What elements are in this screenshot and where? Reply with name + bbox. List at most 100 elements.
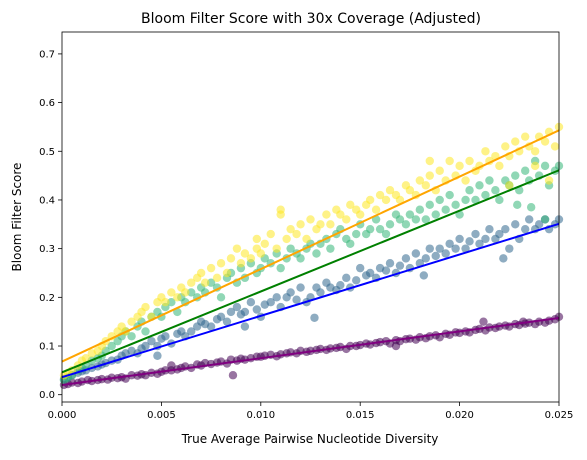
y-tick-label: 0.4	[39, 195, 55, 206]
data-point	[415, 205, 425, 214]
data-point	[352, 276, 361, 285]
data-point	[336, 210, 345, 219]
data-point	[246, 298, 256, 307]
data-point	[161, 298, 170, 307]
data-point	[421, 181, 430, 190]
data-point	[226, 254, 236, 263]
data-point	[481, 147, 490, 156]
data-point	[445, 239, 454, 248]
data-point	[451, 244, 460, 253]
data-point	[365, 224, 375, 234]
data-point	[381, 229, 391, 239]
x-axis-ticks: 0.000 0.005 0.010 0.015 0.020 0.025	[48, 402, 573, 421]
data-point	[425, 244, 434, 253]
data-point	[260, 239, 269, 248]
data-point	[326, 244, 335, 253]
data-point	[127, 317, 136, 326]
data-point	[431, 251, 440, 261]
data-point	[296, 254, 305, 263]
data-point	[501, 224, 510, 234]
data-point	[511, 220, 520, 229]
data-point	[505, 244, 514, 253]
data-point	[491, 186, 500, 195]
data-point	[540, 137, 550, 146]
data-point	[511, 171, 520, 180]
data-point	[526, 203, 536, 212]
data-point	[421, 215, 430, 224]
x-tick-label: 0.010	[246, 410, 275, 421]
data-point	[200, 278, 210, 287]
data-point	[286, 224, 295, 234]
data-point	[266, 229, 275, 239]
data-point	[385, 186, 395, 195]
data-point	[521, 132, 530, 141]
x-tick-label: 0.020	[445, 410, 474, 421]
data-point	[302, 234, 311, 244]
data-point	[276, 205, 285, 214]
data-point	[212, 273, 222, 283]
data-point	[167, 298, 176, 307]
data-point	[336, 280, 345, 290]
data-point	[455, 161, 464, 171]
data-point	[465, 186, 474, 195]
data-point	[240, 322, 250, 331]
data-point	[356, 210, 365, 219]
data-point	[276, 263, 285, 273]
data-point	[395, 195, 405, 205]
data-point	[310, 313, 319, 322]
data-point	[405, 186, 415, 195]
data-point	[286, 288, 295, 297]
data-point	[306, 215, 315, 224]
data-point	[485, 224, 494, 234]
data-point	[495, 195, 504, 205]
data-point	[141, 327, 150, 336]
data-point	[81, 353, 91, 363]
data-point	[161, 332, 170, 341]
data-point	[544, 176, 554, 185]
data-point	[425, 171, 434, 180]
data-point	[371, 205, 381, 214]
data-point	[530, 147, 540, 156]
data-point	[141, 302, 150, 312]
data-point	[316, 288, 325, 297]
y-tick-label: 0.7	[39, 49, 55, 60]
fit-line	[61, 129, 560, 363]
data-point	[465, 156, 474, 166]
data-point	[206, 322, 216, 331]
x-axis-label: True Average Pairwise Nucleotide Diversi…	[181, 432, 439, 446]
fit-line	[61, 169, 560, 374]
data-point	[511, 137, 520, 146]
data-point	[411, 249, 421, 258]
data-point	[425, 156, 434, 166]
data-point	[534, 220, 544, 229]
data-point	[206, 278, 216, 287]
data-point	[236, 259, 246, 268]
data-point	[352, 229, 361, 239]
data-point	[421, 254, 430, 263]
data-point	[405, 210, 415, 219]
data-point	[222, 268, 232, 278]
data-point	[240, 307, 250, 317]
data-point	[316, 220, 325, 229]
data-point	[431, 210, 440, 219]
data-point	[505, 181, 514, 190]
data-point	[216, 293, 226, 302]
data-point	[401, 220, 411, 229]
data-point	[391, 341, 401, 351]
data-point	[286, 244, 295, 253]
data-point	[272, 244, 281, 253]
data-point	[381, 266, 391, 275]
data-point	[365, 195, 375, 205]
y-tick-label: 0.1	[39, 342, 55, 353]
y-tick-label: 0.5	[39, 147, 55, 158]
data-point	[435, 195, 444, 205]
data-point	[206, 263, 216, 273]
data-point	[252, 234, 262, 244]
data-point	[499, 254, 508, 263]
data-point	[471, 195, 480, 205]
data-point	[481, 190, 490, 200]
plot-frame	[61, 31, 560, 403]
data-point	[282, 234, 291, 244]
data-point	[375, 224, 385, 234]
